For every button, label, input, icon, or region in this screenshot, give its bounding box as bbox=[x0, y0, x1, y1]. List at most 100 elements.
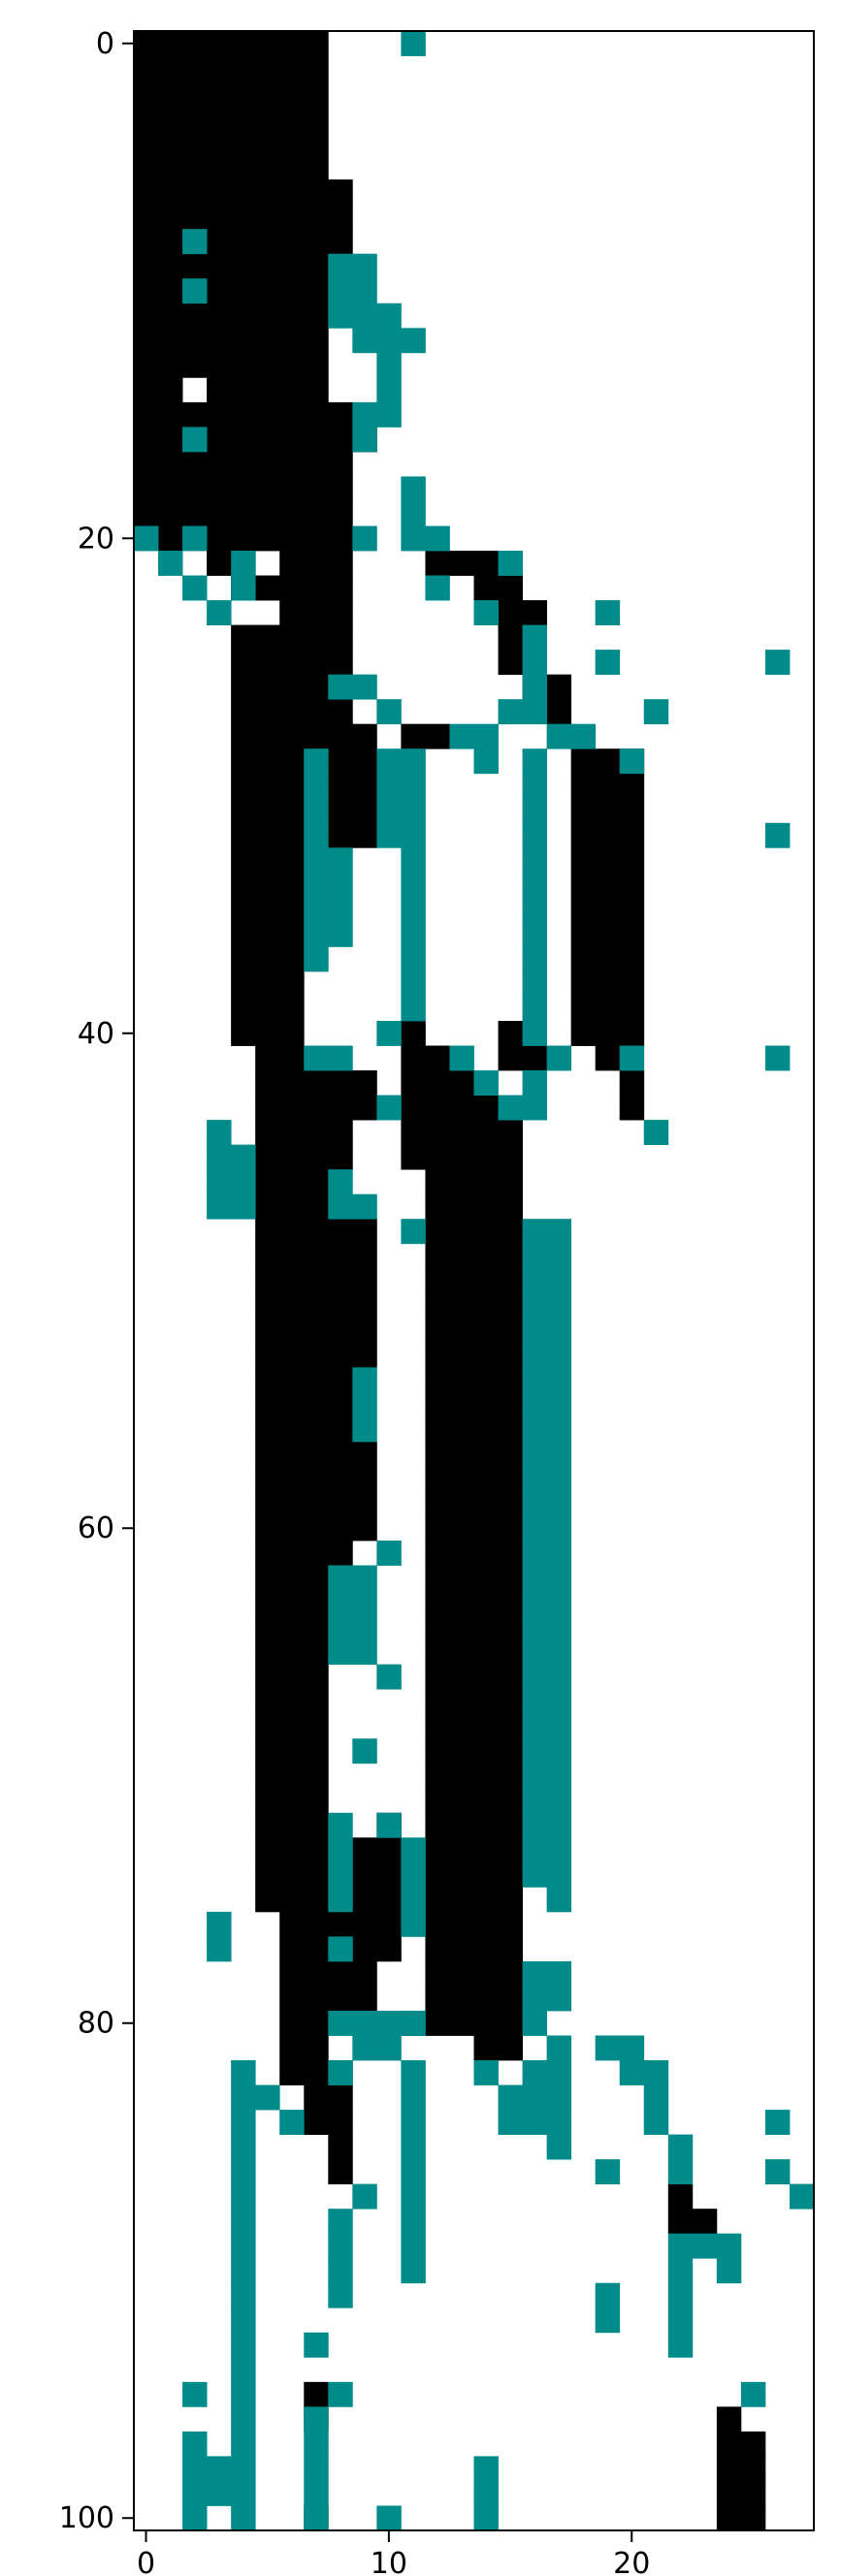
heatmap-cell-black bbox=[667, 2183, 694, 2210]
heatmap-cell-teal bbox=[498, 699, 548, 725]
heatmap-cell-teal bbox=[546, 723, 597, 749]
heatmap-cell-black bbox=[255, 1045, 305, 1071]
heatmap-cell-teal bbox=[401, 2233, 426, 2259]
heatmap-cell-black bbox=[134, 328, 329, 354]
heatmap-cell-black bbox=[255, 1268, 377, 1294]
heatmap-cell-black bbox=[401, 1095, 499, 1121]
heatmap-cell-teal bbox=[304, 872, 353, 898]
heatmap-cell-black bbox=[498, 1020, 523, 1046]
heatmap-cell-teal bbox=[401, 946, 426, 972]
heatmap-cell-black bbox=[328, 2159, 353, 2185]
heatmap-cell-black bbox=[255, 1144, 353, 1170]
heatmap-cell-teal bbox=[328, 302, 377, 329]
heatmap-cell-black bbox=[231, 872, 305, 898]
heatmap-cell-teal bbox=[352, 525, 377, 552]
heatmap-cell-teal bbox=[401, 500, 426, 526]
heatmap-cell-black bbox=[134, 179, 353, 206]
heatmap-cell-teal bbox=[328, 2233, 353, 2259]
heatmap-cell-teal bbox=[182, 229, 208, 255]
heatmap-cell-teal bbox=[401, 525, 450, 552]
heatmap-cell-black bbox=[279, 2035, 329, 2061]
heatmap-cell-teal bbox=[522, 1292, 572, 1319]
heatmap-cell-black bbox=[425, 1986, 523, 2012]
y-tick-label: 20 bbox=[78, 522, 114, 556]
heatmap-cell-teal bbox=[522, 1441, 572, 1467]
heatmap-cell-teal bbox=[522, 1861, 572, 1888]
heatmap-cell-teal bbox=[304, 2505, 329, 2531]
heatmap-cell-teal bbox=[764, 1045, 791, 1071]
heatmap-cell-teal bbox=[522, 970, 548, 997]
heatmap-cell-black bbox=[425, 1318, 523, 1344]
heatmap-cell-black bbox=[425, 1342, 523, 1368]
heatmap-cell-black bbox=[255, 1490, 377, 1516]
heatmap-cell-teal bbox=[595, 2307, 621, 2334]
heatmap-cell-black bbox=[425, 1614, 523, 1640]
heatmap-cell-black bbox=[328, 798, 377, 824]
heatmap-cell-black bbox=[425, 1960, 523, 1987]
heatmap-cell-black bbox=[207, 278, 329, 304]
heatmap-cell-black bbox=[425, 1664, 523, 1690]
heatmap-cell-black bbox=[231, 723, 377, 749]
heatmap-cell-black bbox=[255, 1861, 329, 1888]
heatmap-cell-teal bbox=[522, 798, 548, 824]
heatmap-cell-black bbox=[231, 748, 305, 775]
heatmap-cell-teal bbox=[182, 2381, 208, 2407]
heatmap-cell-black bbox=[716, 2456, 766, 2482]
heatmap-cell-teal bbox=[401, 872, 426, 898]
heatmap-cell-teal bbox=[182, 2431, 208, 2457]
heatmap-cell-black bbox=[279, 1986, 377, 2012]
heatmap-cell-teal bbox=[401, 921, 426, 947]
heatmap-cell-teal bbox=[231, 575, 256, 601]
heatmap-cell-teal bbox=[498, 551, 523, 576]
heatmap-cell-teal bbox=[231, 2282, 256, 2308]
heatmap-cell-black bbox=[425, 1887, 523, 1913]
heatmap-cell-black bbox=[570, 872, 645, 898]
heatmap-cell-teal bbox=[522, 1020, 548, 1046]
heatmap-cell-black bbox=[134, 55, 329, 81]
x-axis: 0 10 20 bbox=[137, 2530, 650, 2576]
heatmap-cell-teal bbox=[667, 2307, 694, 2334]
heatmap-cell-teal bbox=[304, 2406, 329, 2433]
heatmap-cell-teal bbox=[473, 1070, 499, 1096]
y-tick-label: 80 bbox=[78, 2007, 114, 2041]
heatmap-cell-black bbox=[231, 674, 329, 700]
heatmap-cell-teal bbox=[401, 897, 426, 923]
heatmap-cell-black bbox=[158, 525, 183, 552]
heatmap-cell-black bbox=[425, 1936, 523, 1962]
heatmap-cell-teal bbox=[449, 723, 499, 749]
heatmap-cell-teal bbox=[401, 2159, 426, 2185]
heatmap-cell-teal bbox=[522, 1812, 572, 1838]
heatmap-cell-black bbox=[570, 946, 645, 972]
heatmap-cell-teal bbox=[182, 427, 208, 453]
heatmap-cell-teal bbox=[667, 2159, 694, 2185]
heatmap-cell-teal bbox=[643, 2110, 669, 2135]
heatmap-cell-black bbox=[619, 1070, 645, 1096]
heatmap-cell-black bbox=[255, 1120, 353, 1146]
heatmap-cell-teal bbox=[304, 1045, 353, 1071]
x-tick-label: 20 bbox=[613, 2547, 650, 2576]
heatmap-cell-teal bbox=[667, 2332, 694, 2358]
heatmap-cell-teal bbox=[473, 2505, 499, 2531]
heatmap-cell-teal bbox=[352, 2035, 402, 2061]
heatmap-cell-black bbox=[134, 401, 353, 428]
heatmap-cell-black bbox=[570, 1020, 645, 1046]
heatmap-cell-teal bbox=[522, 1565, 572, 1591]
heatmap-cell-teal bbox=[522, 1986, 572, 2012]
heatmap-cell-black bbox=[570, 996, 645, 1022]
heatmap-cell-teal bbox=[522, 1342, 572, 1368]
heatmap-cell-black bbox=[255, 1515, 377, 1542]
heatmap-cell-teal bbox=[207, 1193, 256, 1220]
heatmap-cell-teal bbox=[328, 1565, 377, 1591]
heatmap-cell-black bbox=[425, 1837, 523, 1863]
heatmap-cell-teal bbox=[231, 2110, 256, 2135]
heatmap-cell-black bbox=[255, 1342, 377, 1368]
heatmap-cell-teal bbox=[619, 748, 645, 775]
heatmap-cell-teal bbox=[328, 2258, 353, 2284]
heatmap-cell-teal bbox=[401, 2258, 426, 2284]
heatmap-cell-teal bbox=[182, 2456, 256, 2482]
heatmap-cell-teal bbox=[376, 1020, 402, 1046]
heatmap-cell-black bbox=[570, 897, 645, 923]
heatmap-cell-teal bbox=[376, 1664, 402, 1690]
heatmap-cell-black bbox=[425, 1193, 523, 1220]
heatmap-cell-teal bbox=[376, 798, 426, 824]
